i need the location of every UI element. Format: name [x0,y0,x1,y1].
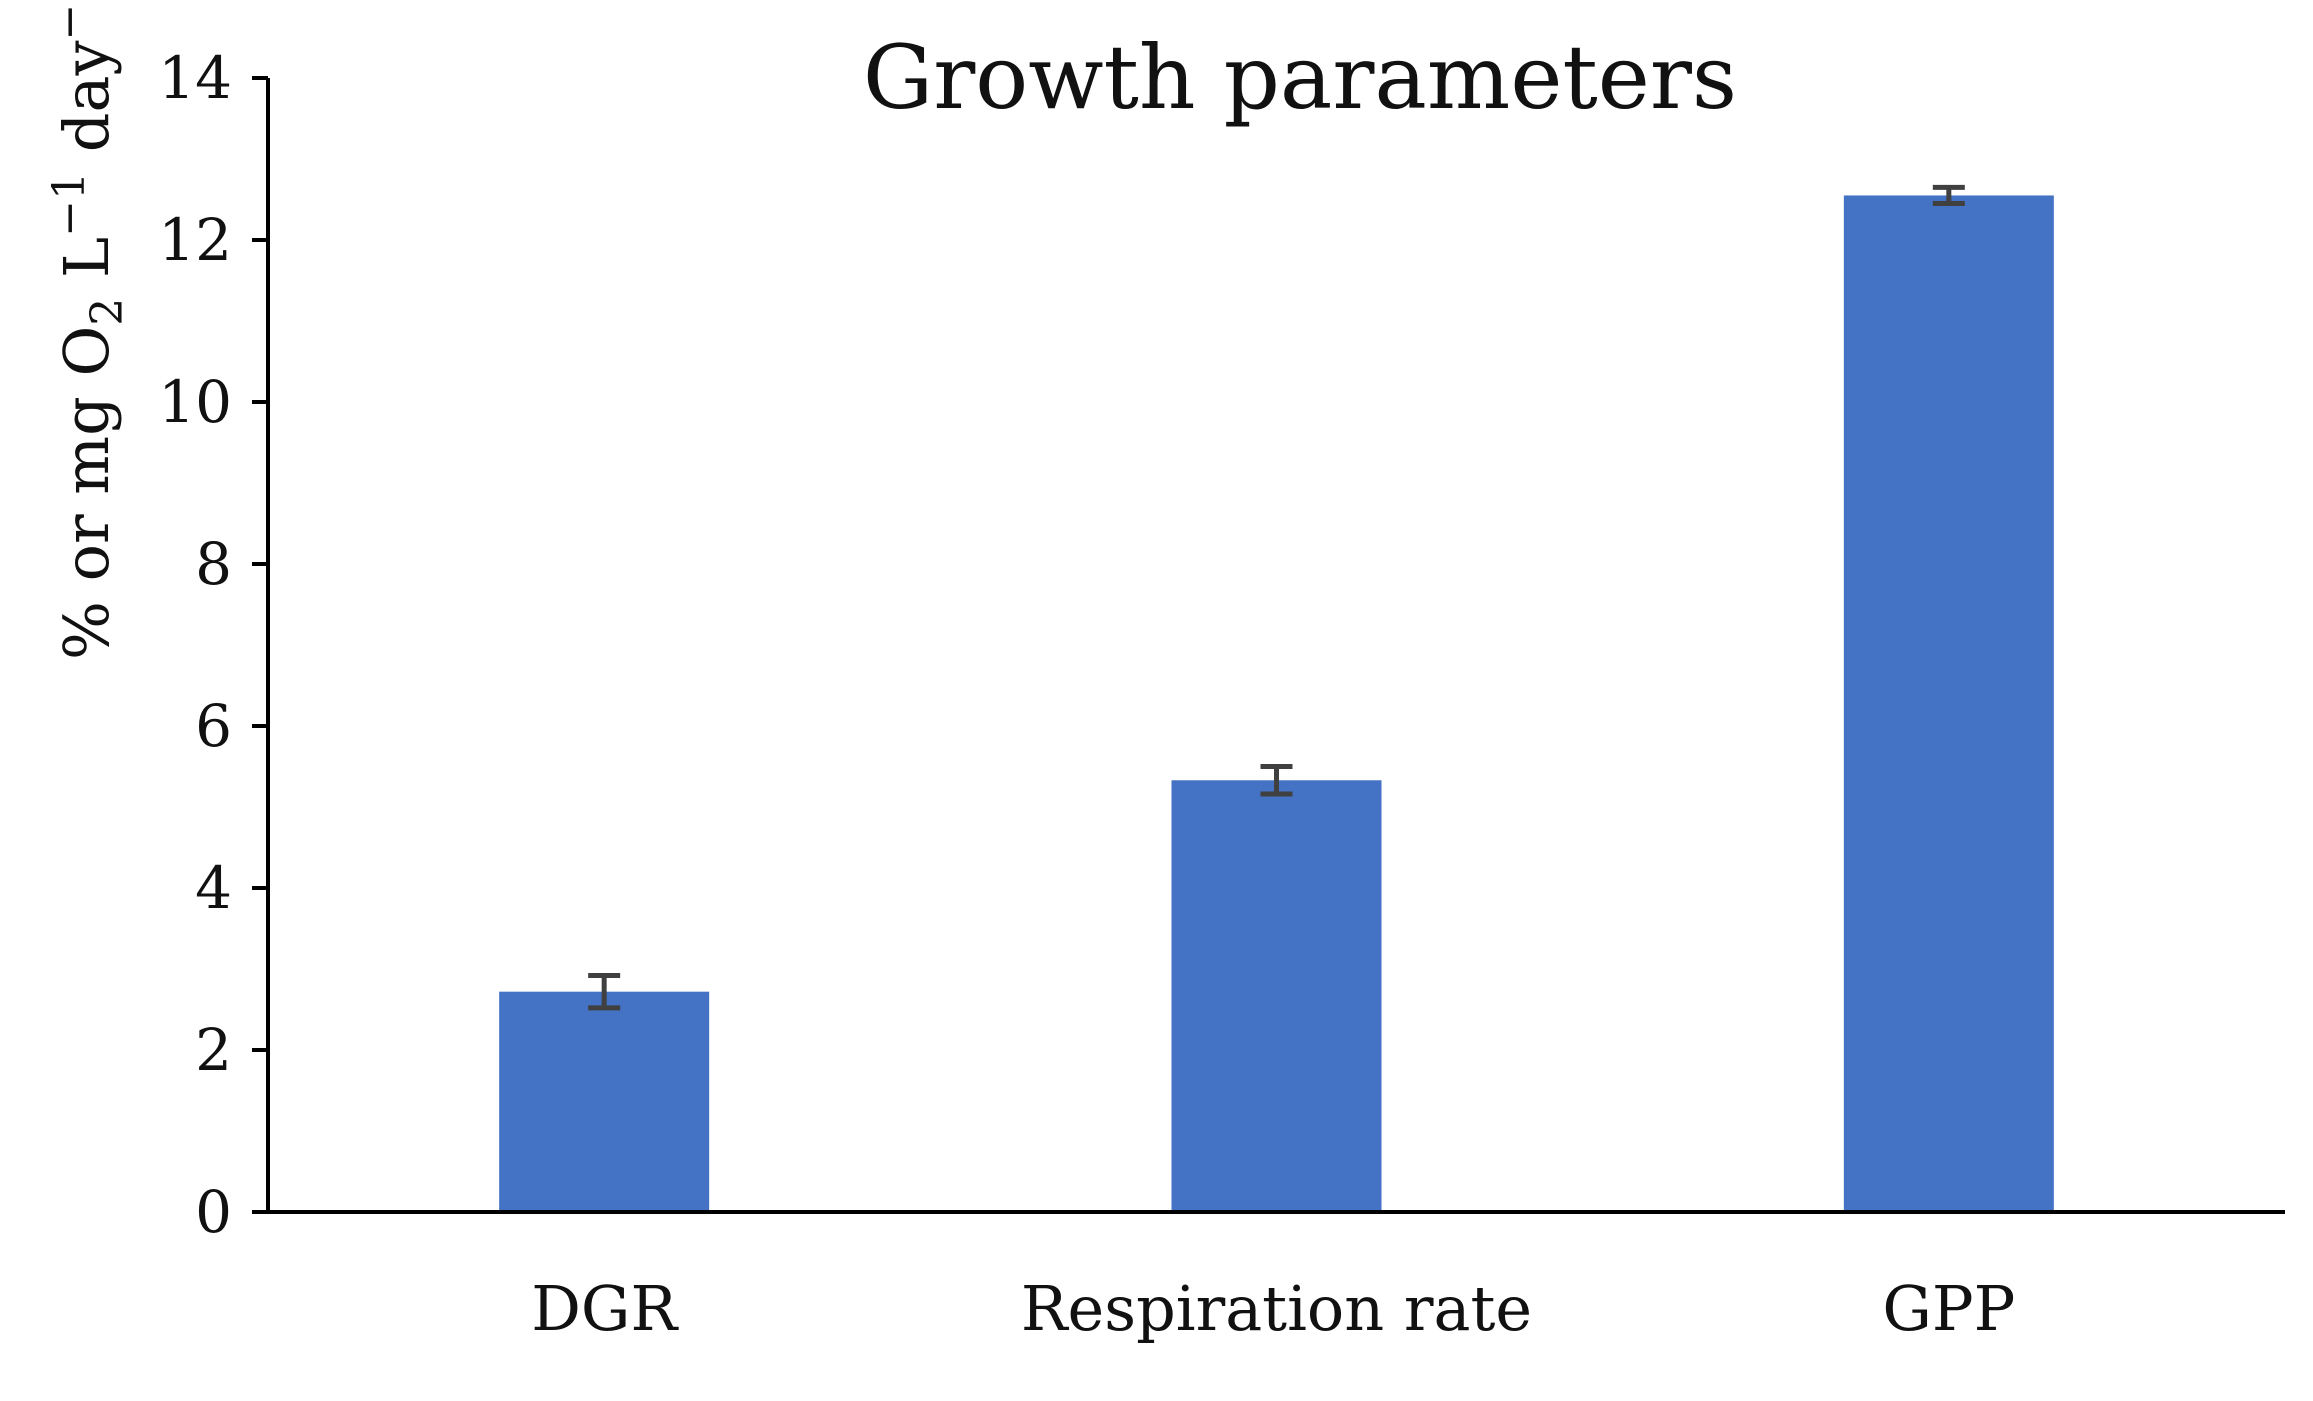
x-tick-label-respiration-rate: Respiration rate [1021,1272,1532,1345]
bar-respiration-rate [1171,780,1382,1212]
x-tick-label-dgr: DGR [531,1272,679,1345]
y-tick-label-14: 14 [158,44,232,112]
x-tick-label-gpp: GPP [1882,1272,2015,1345]
y-axis-label: % or mg O2 L−1 day−1 [44,0,133,660]
y-tick-label-12: 12 [158,206,232,274]
plot-area: DGR Respiration rate GPP 0 2 4 6 8 10 12 14 [158,44,2285,1345]
y-axis-label-superscript-2: −1 [44,0,95,41]
y-axis-label-mid: L [50,237,123,298]
y-axis-label-subscript: 2 [82,298,133,326]
y-axis-label-prefix: % or mg O [50,326,123,660]
chart-title: Growth parameters [863,26,1737,129]
y-tick-label-6: 6 [195,692,232,760]
y-tick-label-0: 0 [195,1178,232,1246]
bar-gpp [1843,195,2054,1212]
bar-dgr [499,991,710,1212]
y-tick-label-8: 8 [195,530,232,598]
y-tick-label-4: 4 [195,854,232,922]
y-axis-label-mid2: day [50,41,123,172]
y-tick-label-10: 10 [158,368,232,436]
y-tick-label-2: 2 [195,1016,232,1084]
y-axis-label-superscript-1: −1 [44,172,95,237]
